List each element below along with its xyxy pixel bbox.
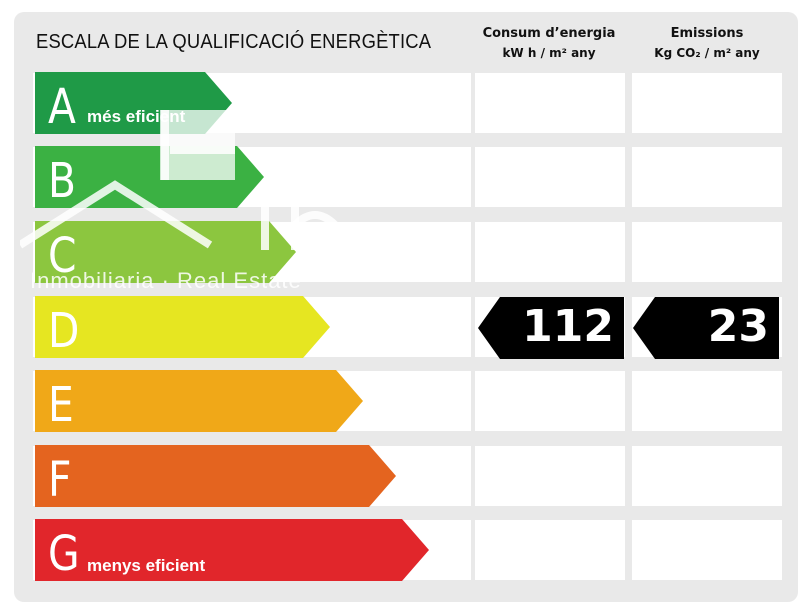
grade-arrow-d-shape xyxy=(35,296,330,358)
grade-letter-d: D xyxy=(48,303,80,359)
emissions-header: Emissions Kg CO₂ / m² any xyxy=(632,26,782,60)
grade-arrow-c-shape xyxy=(35,221,296,283)
emissions-title: Emissions xyxy=(670,26,744,41)
consumption-header: Consum d’energia kW h / m² any xyxy=(474,26,624,60)
grade-arrow-g xyxy=(35,519,432,581)
consumption-cell-c xyxy=(475,222,625,282)
grade-arrow-f xyxy=(35,445,399,507)
consumption-cell-b xyxy=(475,147,625,207)
consumption-cell-g xyxy=(475,520,625,580)
emissions-cell-g xyxy=(632,520,782,580)
consumption-unit: kW h / m² any xyxy=(502,46,596,60)
grade-arrow-f-shape xyxy=(35,445,396,507)
grade-letter-e: E xyxy=(48,377,74,433)
consumption-rating-badge: 112 xyxy=(478,297,624,359)
grade-arrow-g-shape xyxy=(35,519,429,581)
grade-letter-f: F xyxy=(48,452,72,508)
grade-note-g: menys eficient xyxy=(87,556,206,575)
emissions-cell-a xyxy=(632,73,782,133)
watermark-logo xyxy=(17,110,380,275)
consumption-cell-a xyxy=(475,73,625,133)
emissions-cell-f xyxy=(632,446,782,506)
consumption-value: 112 xyxy=(522,301,614,352)
consumption-badge-shape xyxy=(478,297,624,359)
consumption-title: Consum d’energia xyxy=(482,26,616,41)
emissions-rating-badge: 23 xyxy=(633,297,779,359)
grade-letter-b: B xyxy=(48,153,76,209)
grade-letter-c: C xyxy=(48,228,77,284)
page-title: ESCALA DE LA QUALIFICACIÓ ENERGÈTICA xyxy=(36,31,432,53)
emissions-cell-c xyxy=(632,222,782,282)
emissions-unit: Kg CO₂ / m² any xyxy=(654,46,760,60)
grade-arrow-d xyxy=(35,296,333,358)
emissions-cell-e xyxy=(632,371,782,431)
watermark-text: Inmobiliaria · Real Estate xyxy=(30,268,302,293)
consumption-cell-f xyxy=(475,446,625,506)
emissions-badge-shape xyxy=(633,297,779,359)
grade-letter-a: A xyxy=(48,79,76,135)
consumption-cell-e xyxy=(475,371,625,431)
emissions-cell-b xyxy=(632,147,782,207)
grade-arrow-e xyxy=(35,370,366,432)
grade-arrow-c xyxy=(35,221,299,283)
grade-letter-g: G xyxy=(48,526,80,582)
emissions-value: 23 xyxy=(707,301,769,352)
grade-arrow-e-shape xyxy=(35,370,363,432)
